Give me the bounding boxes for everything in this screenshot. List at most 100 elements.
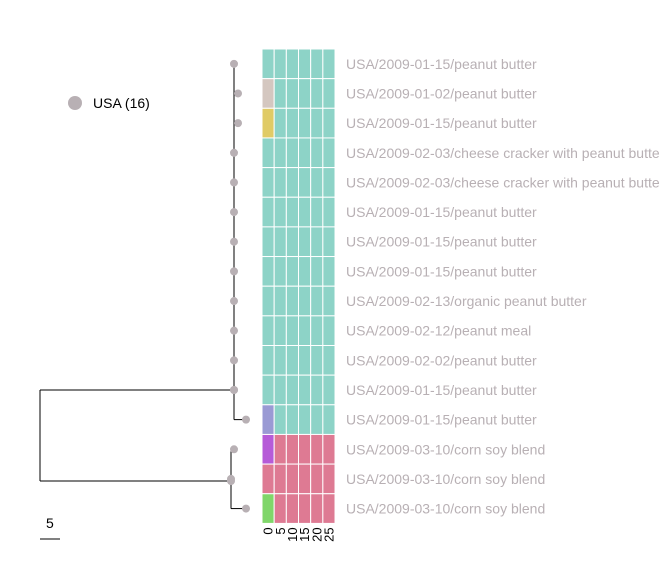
heatmap-cell [273, 433, 287, 465]
leaf-label: USA/2009-03-10/corn soy blend [346, 441, 545, 457]
heatmap-cell [285, 78, 300, 109]
leaf-node [242, 415, 250, 424]
heatmap-cell [261, 404, 275, 435]
heatmap-cell [273, 315, 287, 347]
heatmap-cell [261, 374, 275, 406]
leaf-node [230, 208, 238, 217]
heatmap-cell [285, 433, 300, 465]
leaf-node [230, 237, 238, 246]
heatmap-cell [322, 285, 336, 317]
heatmap-cell [273, 196, 287, 228]
heatmap-cell [322, 433, 336, 465]
heatmap-cell [261, 78, 275, 109]
heatmap-column-label: 25 [321, 527, 336, 541]
leaf-node [230, 59, 238, 68]
leaf-label: USA/2009-02-12/peanut meal [346, 323, 531, 339]
heatmap-cell [310, 433, 324, 465]
leaf-node [242, 504, 250, 513]
heatmap-cell [261, 463, 275, 495]
heatmap-cell [298, 48, 312, 80]
heatmap-cell [298, 374, 312, 406]
heatmap-cell [273, 167, 287, 198]
heatmap-cell [261, 226, 275, 258]
leaf-label: USA/2009-03-10/corn soy blend [346, 471, 545, 487]
heatmap-cell [298, 404, 312, 435]
leaf-labels: USA/2009-01-15/peanut butter USA/2009-01-… [346, 56, 660, 517]
heatmap-cell [273, 226, 287, 258]
heatmap-column-label: 0 [261, 527, 276, 534]
leaf-node [230, 267, 238, 276]
leaf-label: USA/2009-01-15/peanut butter [346, 263, 537, 279]
heatmap-cell [285, 48, 300, 80]
heatmap-cell [273, 107, 287, 139]
tree-branches [39, 63, 246, 510]
heatmap-cell [261, 107, 275, 139]
heatmap-cell [285, 285, 300, 317]
heatmap-cell [285, 404, 300, 435]
heatmap-cell [310, 256, 324, 287]
heatmap-cell [285, 167, 300, 198]
heatmap-cell [298, 315, 312, 347]
heatmap-cell [261, 493, 275, 524]
heatmap-cell [298, 196, 312, 228]
heatmap-column-label: 10 [285, 527, 300, 541]
heatmap-cell [285, 137, 300, 169]
heatmap-cell [322, 196, 336, 228]
leaf-node [230, 445, 238, 454]
internal-node [227, 477, 235, 485]
heatmap-cell [310, 374, 324, 406]
heatmap-cell [310, 315, 324, 347]
leaf-label: USA/2009-01-15/peanut butter [346, 234, 537, 250]
leaf-node [230, 356, 238, 365]
leaf-label: USA/2009-02-13/organic peanut butter [346, 293, 587, 309]
heatmap-cell [298, 107, 312, 139]
heatmap-cell [322, 48, 336, 80]
leaf-label: USA/2009-03-10/corn soy blend [346, 501, 545, 517]
heatmap-cell [310, 167, 324, 198]
heatmap-cell [261, 433, 275, 465]
heatmap-cell [310, 226, 324, 258]
heatmap-cell [298, 137, 312, 169]
heatmap-cell [273, 137, 287, 169]
heatmap-cell [273, 374, 287, 406]
heatmap-cell [310, 493, 324, 524]
heatmap-cell [273, 463, 287, 495]
heatmap-cell [298, 463, 312, 495]
heatmap-cell [322, 78, 336, 109]
legend-label: USA (16) [93, 95, 150, 111]
leaf-label: USA/2009-01-15/peanut butter [346, 115, 537, 131]
heatmap-cell [261, 167, 275, 198]
heatmap-cell [285, 493, 300, 524]
heatmap-cell [310, 78, 324, 109]
heatmap-cell [285, 374, 300, 406]
heatmap-cell [310, 48, 324, 80]
leaf-label: USA/2009-01-15/peanut butter [346, 382, 537, 398]
heatmap-cell [285, 345, 300, 376]
heatmap-cell [273, 404, 287, 435]
heatmap-cell [273, 345, 287, 376]
leaf-node [234, 89, 242, 98]
leaf-label: USA/2009-02-03/cheese cracker with peanu… [346, 174, 660, 190]
heatmap-cell [298, 256, 312, 287]
leaf-node [230, 148, 238, 157]
heatmap-cell [322, 137, 336, 169]
heatmap-cell [310, 463, 324, 495]
heatmap-cell [310, 137, 324, 169]
heatmap-column-label: 5 [273, 527, 288, 534]
leaf-label: USA/2009-01-02/peanut butter [346, 85, 537, 101]
heatmap-cell [322, 404, 336, 435]
tree-nodes [227, 59, 250, 513]
leaf-node [230, 178, 238, 187]
heatmap-column-label: 20 [309, 527, 324, 541]
heatmap-cell [298, 285, 312, 317]
heatmap [261, 48, 336, 524]
heatmap-cell [285, 196, 300, 228]
heatmap-cell [310, 107, 324, 139]
heatmap-cell [285, 226, 300, 258]
heatmap-cell [285, 463, 300, 495]
internal-node [230, 386, 238, 394]
leaf-label: USA/2009-02-02/peanut butter [346, 352, 537, 368]
heatmap-cell [322, 493, 336, 524]
heatmap-cell [261, 48, 275, 80]
heatmap-cell [273, 285, 287, 317]
